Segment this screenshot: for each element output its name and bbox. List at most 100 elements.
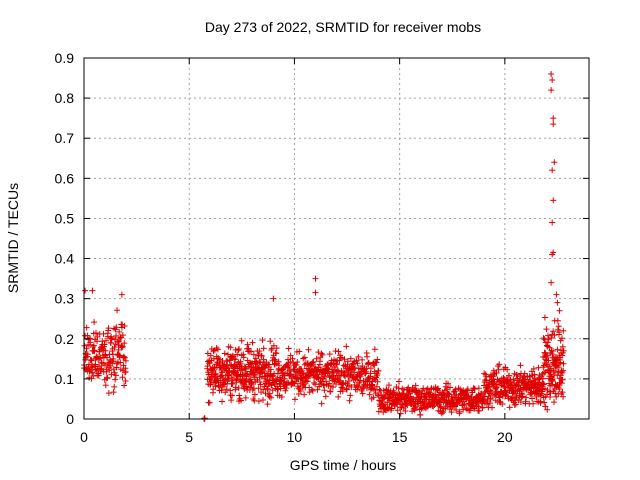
data-point (350, 361, 357, 368)
data-point (554, 317, 561, 324)
data-point (214, 346, 221, 353)
data-point (550, 197, 557, 204)
data-point (341, 356, 348, 363)
data-point (548, 71, 555, 78)
data-point (277, 385, 284, 392)
data-point (522, 398, 529, 405)
data-point (294, 359, 301, 366)
data-point (499, 400, 506, 407)
data-point (470, 385, 477, 392)
data-point (559, 352, 566, 359)
data-point (548, 334, 555, 341)
data-point (98, 359, 105, 366)
data-point (264, 401, 271, 408)
data-point (482, 376, 489, 383)
x-tick-label: 0 (80, 429, 88, 445)
data-point (557, 359, 564, 366)
data-point (367, 365, 374, 372)
data-point (86, 368, 93, 375)
data-point (115, 346, 122, 353)
data-point (440, 409, 447, 416)
data-point (293, 361, 300, 368)
data-point (235, 384, 242, 391)
axes: 0 0.1 0.2 0.3 0.4 0.5 0.6 0.7 0.8 0.9 0 5 10 15 20 (55, 50, 589, 445)
data-point (221, 350, 228, 357)
data-point (265, 386, 272, 393)
data-point (225, 365, 232, 372)
data-point (277, 377, 284, 384)
data-point (87, 339, 94, 346)
data-point (559, 343, 566, 350)
data-point (323, 378, 330, 385)
data-point (366, 391, 373, 398)
data-point (329, 384, 336, 391)
data-point (550, 348, 557, 355)
data-point (341, 372, 348, 379)
data-point (554, 346, 561, 353)
data-point (539, 375, 546, 382)
chart-title: Day 273 of 2022, SRMTID for receiver mob… (205, 19, 481, 35)
data-point (364, 353, 371, 360)
data-point (475, 403, 482, 410)
data-point (269, 387, 276, 394)
data-point (544, 332, 551, 339)
data-point (122, 357, 129, 364)
data-point (546, 344, 553, 351)
data-point (113, 332, 120, 339)
data-point (92, 330, 99, 337)
data-point (556, 307, 563, 314)
data-point (287, 352, 294, 359)
data-point (110, 389, 117, 396)
data-point (541, 314, 548, 321)
data-point (493, 384, 500, 391)
data-point (404, 402, 411, 409)
data-point (296, 348, 303, 355)
data-point (367, 370, 374, 377)
data-point (256, 379, 263, 386)
data-point (552, 390, 559, 397)
data-point (437, 403, 444, 410)
data-point (448, 409, 455, 416)
data-point (87, 367, 94, 374)
data-point (335, 393, 342, 400)
data-point (90, 342, 97, 349)
data-point (560, 327, 567, 334)
data-point (281, 375, 288, 382)
data-point (85, 361, 92, 368)
data-point (100, 330, 107, 337)
data-point (549, 251, 556, 258)
data-point (359, 356, 366, 363)
x-tick-label: 15 (392, 429, 408, 445)
data-point (483, 400, 490, 407)
data-point (295, 391, 302, 398)
data-point (236, 392, 243, 399)
data-point (375, 367, 382, 374)
data-point (121, 322, 128, 329)
data-point (312, 275, 319, 282)
data-point (356, 372, 363, 379)
data-point (530, 365, 537, 372)
data-point (122, 377, 129, 384)
data-point (371, 346, 378, 353)
data-point (545, 357, 552, 364)
data-point (113, 324, 120, 331)
data-point (517, 385, 524, 392)
data-point (533, 393, 540, 400)
data-point (549, 167, 556, 174)
data-point (479, 404, 486, 411)
data-point (554, 299, 561, 306)
data-point (231, 355, 238, 362)
data-point (327, 388, 334, 395)
data-point (339, 355, 346, 362)
data-point (549, 219, 556, 226)
y-tick-label: 0.1 (55, 371, 75, 387)
data-point (560, 367, 567, 374)
data-point (374, 356, 381, 363)
data-point (207, 381, 214, 388)
data-point (373, 359, 380, 366)
y-tick-label: 0.9 (55, 50, 75, 66)
y-tick-label: 0.2 (55, 331, 75, 347)
data-point (120, 353, 127, 360)
data-point (219, 369, 226, 376)
data-point (91, 347, 98, 354)
